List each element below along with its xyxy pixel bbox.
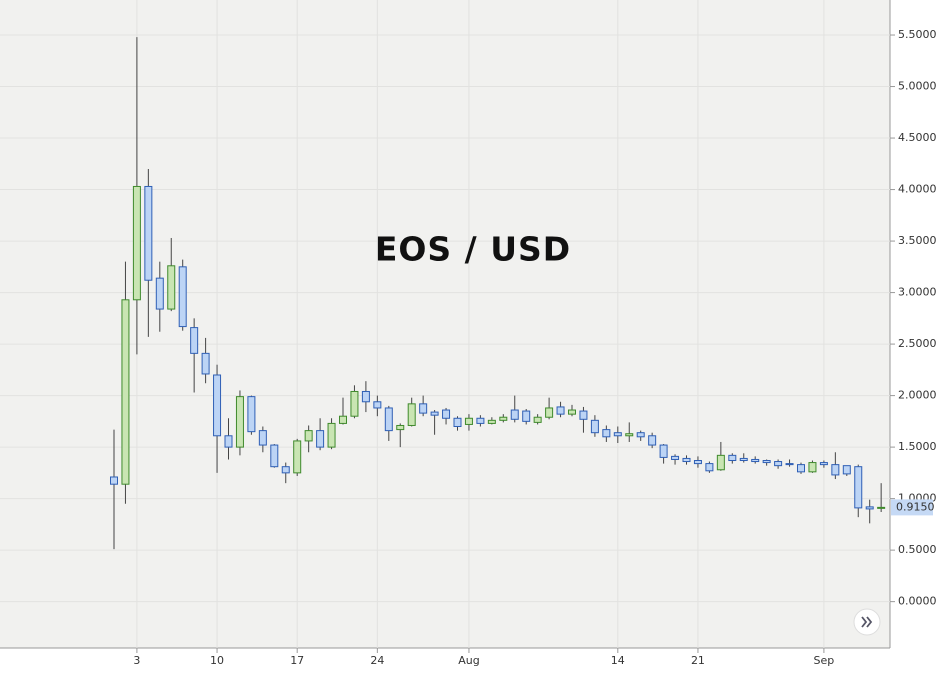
candle-body — [167, 265, 176, 310]
y-tick-label: 0.5000 — [898, 543, 937, 556]
candle-body — [442, 409, 451, 419]
candle-body — [716, 454, 725, 471]
scroll-icon[interactable] — [861, 616, 873, 628]
candle-body — [579, 410, 588, 420]
y-tick-label: 3.0000 — [898, 286, 937, 299]
candle-body — [854, 466, 863, 509]
candle-body — [797, 464, 805, 473]
scroll-button[interactable] — [853, 608, 881, 636]
candle-body — [842, 465, 851, 475]
x-tick-label: 3 — [133, 654, 140, 667]
candle-body — [739, 457, 748, 462]
candle-body — [178, 266, 187, 328]
candle-body — [361, 390, 370, 403]
candle-body — [808, 462, 817, 473]
candle-body — [774, 461, 783, 467]
candle-body — [705, 463, 714, 472]
candle-body — [819, 462, 828, 466]
candle-body — [831, 464, 840, 476]
candle-body — [281, 466, 290, 474]
candle-body — [762, 460, 771, 464]
candle-body — [728, 454, 737, 462]
candle-body — [155, 277, 164, 310]
candle-body — [865, 506, 874, 510]
candle-body — [384, 407, 393, 432]
candle-body — [327, 422, 336, 448]
candle-body — [648, 435, 657, 446]
candle-body — [453, 417, 462, 428]
candle-body — [613, 432, 622, 437]
candle-body — [235, 396, 244, 448]
candle-body — [304, 430, 313, 442]
x-tick-label: Aug — [458, 654, 479, 667]
candle-body — [350, 390, 359, 417]
y-tick-label: 2.5000 — [898, 337, 937, 350]
candle-body — [659, 444, 668, 458]
candle-body — [373, 401, 382, 409]
candle-body — [316, 430, 325, 448]
candle-body — [499, 416, 508, 421]
y-tick-label: 4.0000 — [898, 183, 937, 196]
candle-body — [590, 419, 599, 434]
y-tick-label: 4.5000 — [898, 131, 937, 144]
candle-body — [751, 458, 760, 463]
candle-body — [339, 415, 347, 424]
candle-body — [464, 417, 473, 425]
candle-body — [533, 416, 542, 423]
y-tick-label: 2.0000 — [898, 389, 937, 402]
x-tick-label: Sep — [814, 654, 835, 667]
candle-body — [602, 429, 611, 438]
plot-area — [0, 0, 890, 648]
candle-body — [487, 419, 496, 424]
y-tick-label: 5.5000 — [898, 28, 937, 41]
candle-body — [270, 444, 279, 468]
candle-body — [224, 435, 233, 448]
candle-body — [132, 185, 141, 301]
candle-body — [396, 424, 405, 431]
candle-body — [293, 440, 302, 474]
candle-body — [258, 430, 267, 446]
candle-body — [213, 374, 222, 437]
x-tick-label: 17 — [290, 654, 304, 667]
x-tick-label: 24 — [370, 654, 384, 667]
candle-body — [522, 410, 531, 422]
candle-body — [625, 433, 634, 437]
candle-body — [201, 352, 210, 375]
candle-body — [190, 327, 199, 354]
last-price-tag — [891, 499, 933, 516]
candle-body — [121, 299, 130, 485]
y-axis-area — [890, 0, 941, 675]
y-tick-label: 1.5000 — [898, 440, 937, 453]
candle-body — [545, 407, 554, 418]
candle-body — [430, 411, 439, 416]
candle-body — [144, 185, 153, 281]
candle-body — [510, 409, 519, 420]
candle-body — [419, 403, 428, 414]
candle-body — [682, 457, 691, 463]
candle-body — [693, 460, 702, 465]
y-tick-label: 3.5000 — [898, 234, 937, 247]
last-price-label: 0.9150 — [896, 500, 935, 513]
x-tick-label: 14 — [611, 654, 625, 667]
candle-body — [476, 417, 485, 424]
x-tick-label: 10 — [210, 654, 224, 667]
candle-body — [671, 455, 680, 460]
candle-body — [636, 432, 645, 438]
candle-body — [247, 396, 256, 433]
candle-body — [568, 409, 576, 415]
candle-body — [556, 406, 565, 415]
candle-body — [407, 403, 416, 426]
candle-body — [110, 476, 118, 485]
chart-title: EOS / USD — [375, 230, 571, 269]
candle-body — [877, 506, 886, 509]
x-tick-label: 21 — [691, 654, 705, 667]
y-tick-label: 5.0000 — [898, 80, 937, 93]
y-tick-label: 0.0000 — [898, 595, 937, 608]
candle-body — [785, 463, 794, 466]
